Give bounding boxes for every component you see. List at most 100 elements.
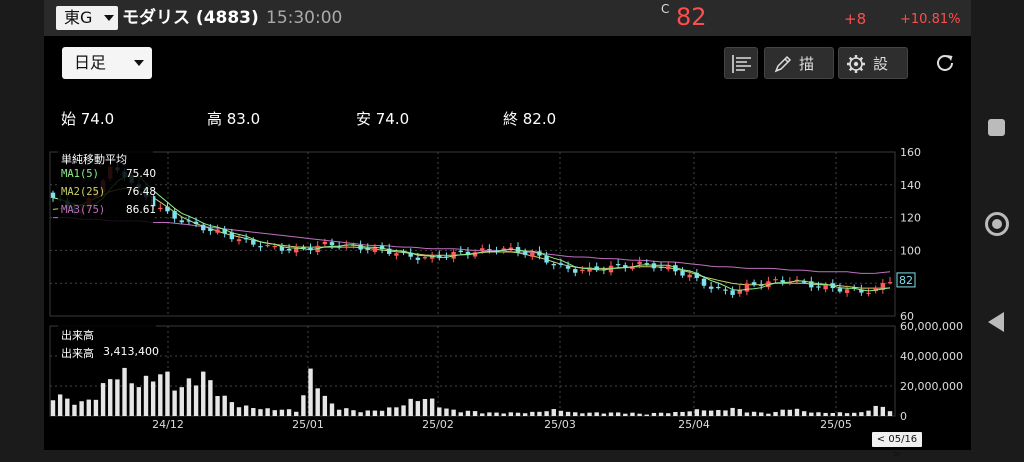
volume-bar — [780, 409, 785, 416]
volume-bar — [129, 383, 134, 416]
current-date-badge[interactable]: < 05/16 > — [872, 432, 922, 460]
candle-body — [544, 255, 549, 263]
candle-body — [716, 286, 721, 289]
home-icon[interactable] — [985, 212, 1009, 236]
stock-title: モダリス (4883) — [122, 8, 259, 28]
volume-bar — [265, 408, 270, 416]
candle-body — [301, 246, 306, 249]
volume-bar — [415, 401, 421, 416]
candle-body — [415, 257, 421, 260]
candle-body — [379, 245, 385, 250]
volume-bar — [816, 412, 821, 416]
volume-bar — [701, 410, 707, 416]
exchange-select[interactable]: 東G — [56, 6, 118, 30]
volume-bar — [394, 407, 399, 416]
volume-bar — [315, 388, 320, 416]
volume-bar — [193, 385, 199, 416]
candle-body — [644, 263, 649, 265]
volume-bar — [465, 410, 471, 416]
candle-body — [530, 252, 535, 257]
close-price: 終 82.0 — [503, 110, 557, 128]
price-tick-label: 60 — [900, 310, 914, 323]
volume-bar — [522, 413, 528, 416]
volume-bar — [673, 412, 678, 416]
candle-body — [387, 248, 392, 254]
candle-body — [487, 249, 492, 251]
volume-bar — [859, 412, 864, 416]
candle-body — [472, 252, 478, 257]
volume-bar — [179, 387, 184, 416]
settings-button[interactable]: 設定 — [838, 47, 908, 79]
reload-icon[interactable] — [934, 52, 956, 74]
volume-bar — [880, 406, 886, 416]
volume-tick-label: 20,000,000 — [900, 380, 963, 393]
volume-bar — [823, 412, 828, 416]
volume-bar — [229, 402, 235, 416]
candle-body — [759, 284, 764, 286]
volume-bar — [487, 412, 492, 416]
candle-body — [279, 246, 285, 251]
candle-body — [630, 266, 635, 269]
volume-bar — [687, 411, 692, 416]
volume-bar — [637, 413, 642, 416]
volume-bar — [294, 411, 299, 416]
period-select[interactable]: 日足 — [62, 47, 152, 79]
ma2-label: MA2(25) — [61, 186, 106, 198]
volume-tick-label: 0 — [900, 410, 907, 423]
volume-bar — [408, 398, 413, 416]
volume-bar — [115, 379, 120, 416]
ma3-value: 86.61 — [126, 204, 157, 216]
candle-body — [150, 196, 156, 207]
volume-bar — [458, 412, 463, 416]
volume-bar — [573, 412, 578, 416]
candle-body — [201, 224, 206, 231]
volume-bar — [437, 407, 442, 416]
x-tick-label: 25/02 — [422, 418, 454, 431]
price-tick-label: 160 — [900, 146, 921, 159]
volume-bar — [644, 414, 649, 416]
recent-apps-icon[interactable] — [988, 119, 1005, 136]
draw-button[interactable]: 描画 — [764, 47, 834, 79]
volume-bar — [150, 381, 156, 416]
candle-body — [50, 192, 56, 198]
candle-body — [551, 263, 556, 266]
volume-bar — [480, 413, 485, 416]
candle-body — [694, 272, 700, 278]
candle-body — [243, 237, 249, 240]
volume-bar — [165, 371, 170, 416]
volume-bar — [544, 411, 549, 416]
volume-bar — [65, 398, 70, 416]
volume-bar — [787, 409, 793, 416]
candle-body — [351, 244, 356, 247]
volume-bar — [844, 413, 850, 416]
back-icon[interactable] — [988, 312, 1004, 332]
candle-body — [615, 264, 621, 266]
candle-body — [565, 266, 571, 269]
candle-body — [887, 282, 893, 284]
volume-bar — [272, 410, 277, 416]
candle-body — [501, 248, 506, 250]
volume-bar — [215, 396, 220, 416]
draw-label: 描画 — [799, 55, 821, 78]
candle-body — [522, 251, 528, 255]
candle-body — [658, 266, 664, 268]
candle-body — [372, 246, 378, 252]
volume-bar — [472, 411, 478, 416]
ma3-line — [53, 217, 891, 274]
volume-bar — [852, 412, 857, 416]
high-price: 高 83.0 — [207, 110, 261, 128]
indicator-list-icon — [732, 55, 751, 73]
candle-body — [480, 248, 485, 251]
candle-body — [594, 266, 599, 270]
volume-bar — [615, 412, 621, 416]
price-chart[interactable]: 24/12 25/01 25/02 25/03 25/04 25/05 160 140 120 1… — [44, 0, 971, 450]
candle-body — [329, 242, 335, 246]
candle-body — [837, 288, 843, 292]
candle-body — [158, 207, 163, 210]
volume-bar — [623, 413, 628, 416]
volume-bar — [594, 412, 599, 416]
volume-bar — [336, 409, 342, 416]
indicator-button[interactable] — [724, 47, 758, 79]
volume-bar — [680, 411, 685, 416]
volume-bar — [565, 411, 571, 416]
